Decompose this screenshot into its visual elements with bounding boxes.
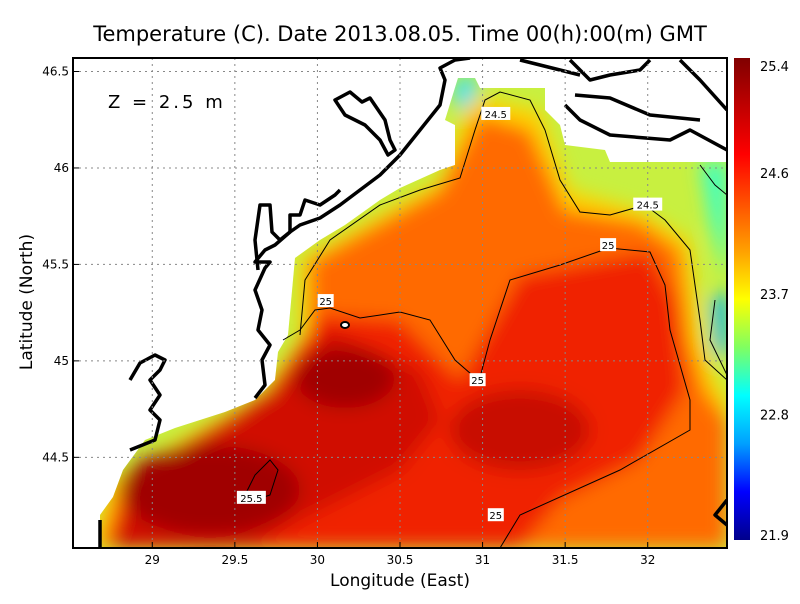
x-tick-label: 32: [640, 553, 655, 567]
x-tick-label: 29: [145, 553, 160, 567]
svg-text:24.5: 24.5: [637, 201, 659, 212]
y-tick-label: 45.5: [42, 257, 69, 271]
contour-label: 25: [469, 373, 486, 387]
x-tick-label: 29.5: [221, 553, 248, 567]
x-tick-label: 31: [475, 553, 490, 567]
x-tick-label: 31.5: [552, 553, 579, 567]
colorbar-tick-label: 25.4: [760, 60, 789, 75]
contour-label: 24.5: [481, 106, 511, 121]
svg-text:24.5: 24.5: [485, 110, 507, 121]
svg-text:25.5: 25.5: [240, 494, 262, 505]
coastline: [98, 58, 727, 548]
colorbar-tick-label: 23.7: [760, 288, 789, 303]
contour-24.5-line: [299, 91, 727, 381]
y-tick-label: 46.5: [42, 65, 69, 79]
x-tick-label: 30.5: [387, 553, 414, 567]
contour-label: 25: [317, 294, 334, 308]
x-tick-label: 30: [310, 553, 325, 567]
contour-cold-line: [699, 164, 727, 376]
depth-annotation: Z = 2.5 m: [108, 92, 226, 113]
colorbar: [734, 58, 750, 540]
colorbar-tick-label: 22.8: [760, 408, 789, 423]
contour-25.5-line: [244, 459, 279, 501]
chart-title: Temperature (C). Date 2013.08.05. Time 0…: [92, 22, 707, 46]
y-axis-label: Latitude (North): [17, 234, 37, 370]
x-axis-ticks: 29 29.5 30 30.5 31 31.5 32: [145, 542, 655, 567]
contour-label: 25: [600, 238, 617, 252]
contour-label: 25: [487, 508, 504, 522]
gridlines: [73, 58, 727, 548]
y-tick-label: 45: [54, 354, 69, 368]
contour-label: 25.5: [236, 490, 266, 505]
x-axis-label: Longitude (East): [330, 571, 470, 591]
svg-text:25: 25: [471, 376, 484, 387]
contour-label: 24.5: [633, 197, 663, 212]
contour-lines: [244, 91, 727, 548]
svg-text:25: 25: [489, 511, 502, 522]
y-tick-label: 44.5: [42, 450, 69, 464]
svg-text:25: 25: [319, 297, 332, 308]
contour-25-line: [282, 247, 691, 548]
island-icon: [340, 321, 350, 329]
contour-labels: 24.5 24.5 25 25 25 25 25.5: [236, 106, 663, 522]
colorbar-tick-label: 21.9: [760, 529, 789, 544]
colorbar-ticks: 25.4 24.6 23.7 22.8 21.9: [760, 60, 789, 544]
y-axis-ticks: 44.5 45 45.5 46 46.5: [42, 65, 79, 464]
svg-text:25: 25: [602, 241, 615, 252]
colorbar-tick-label: 24.6: [760, 167, 789, 182]
y-tick-label: 46: [54, 161, 69, 175]
